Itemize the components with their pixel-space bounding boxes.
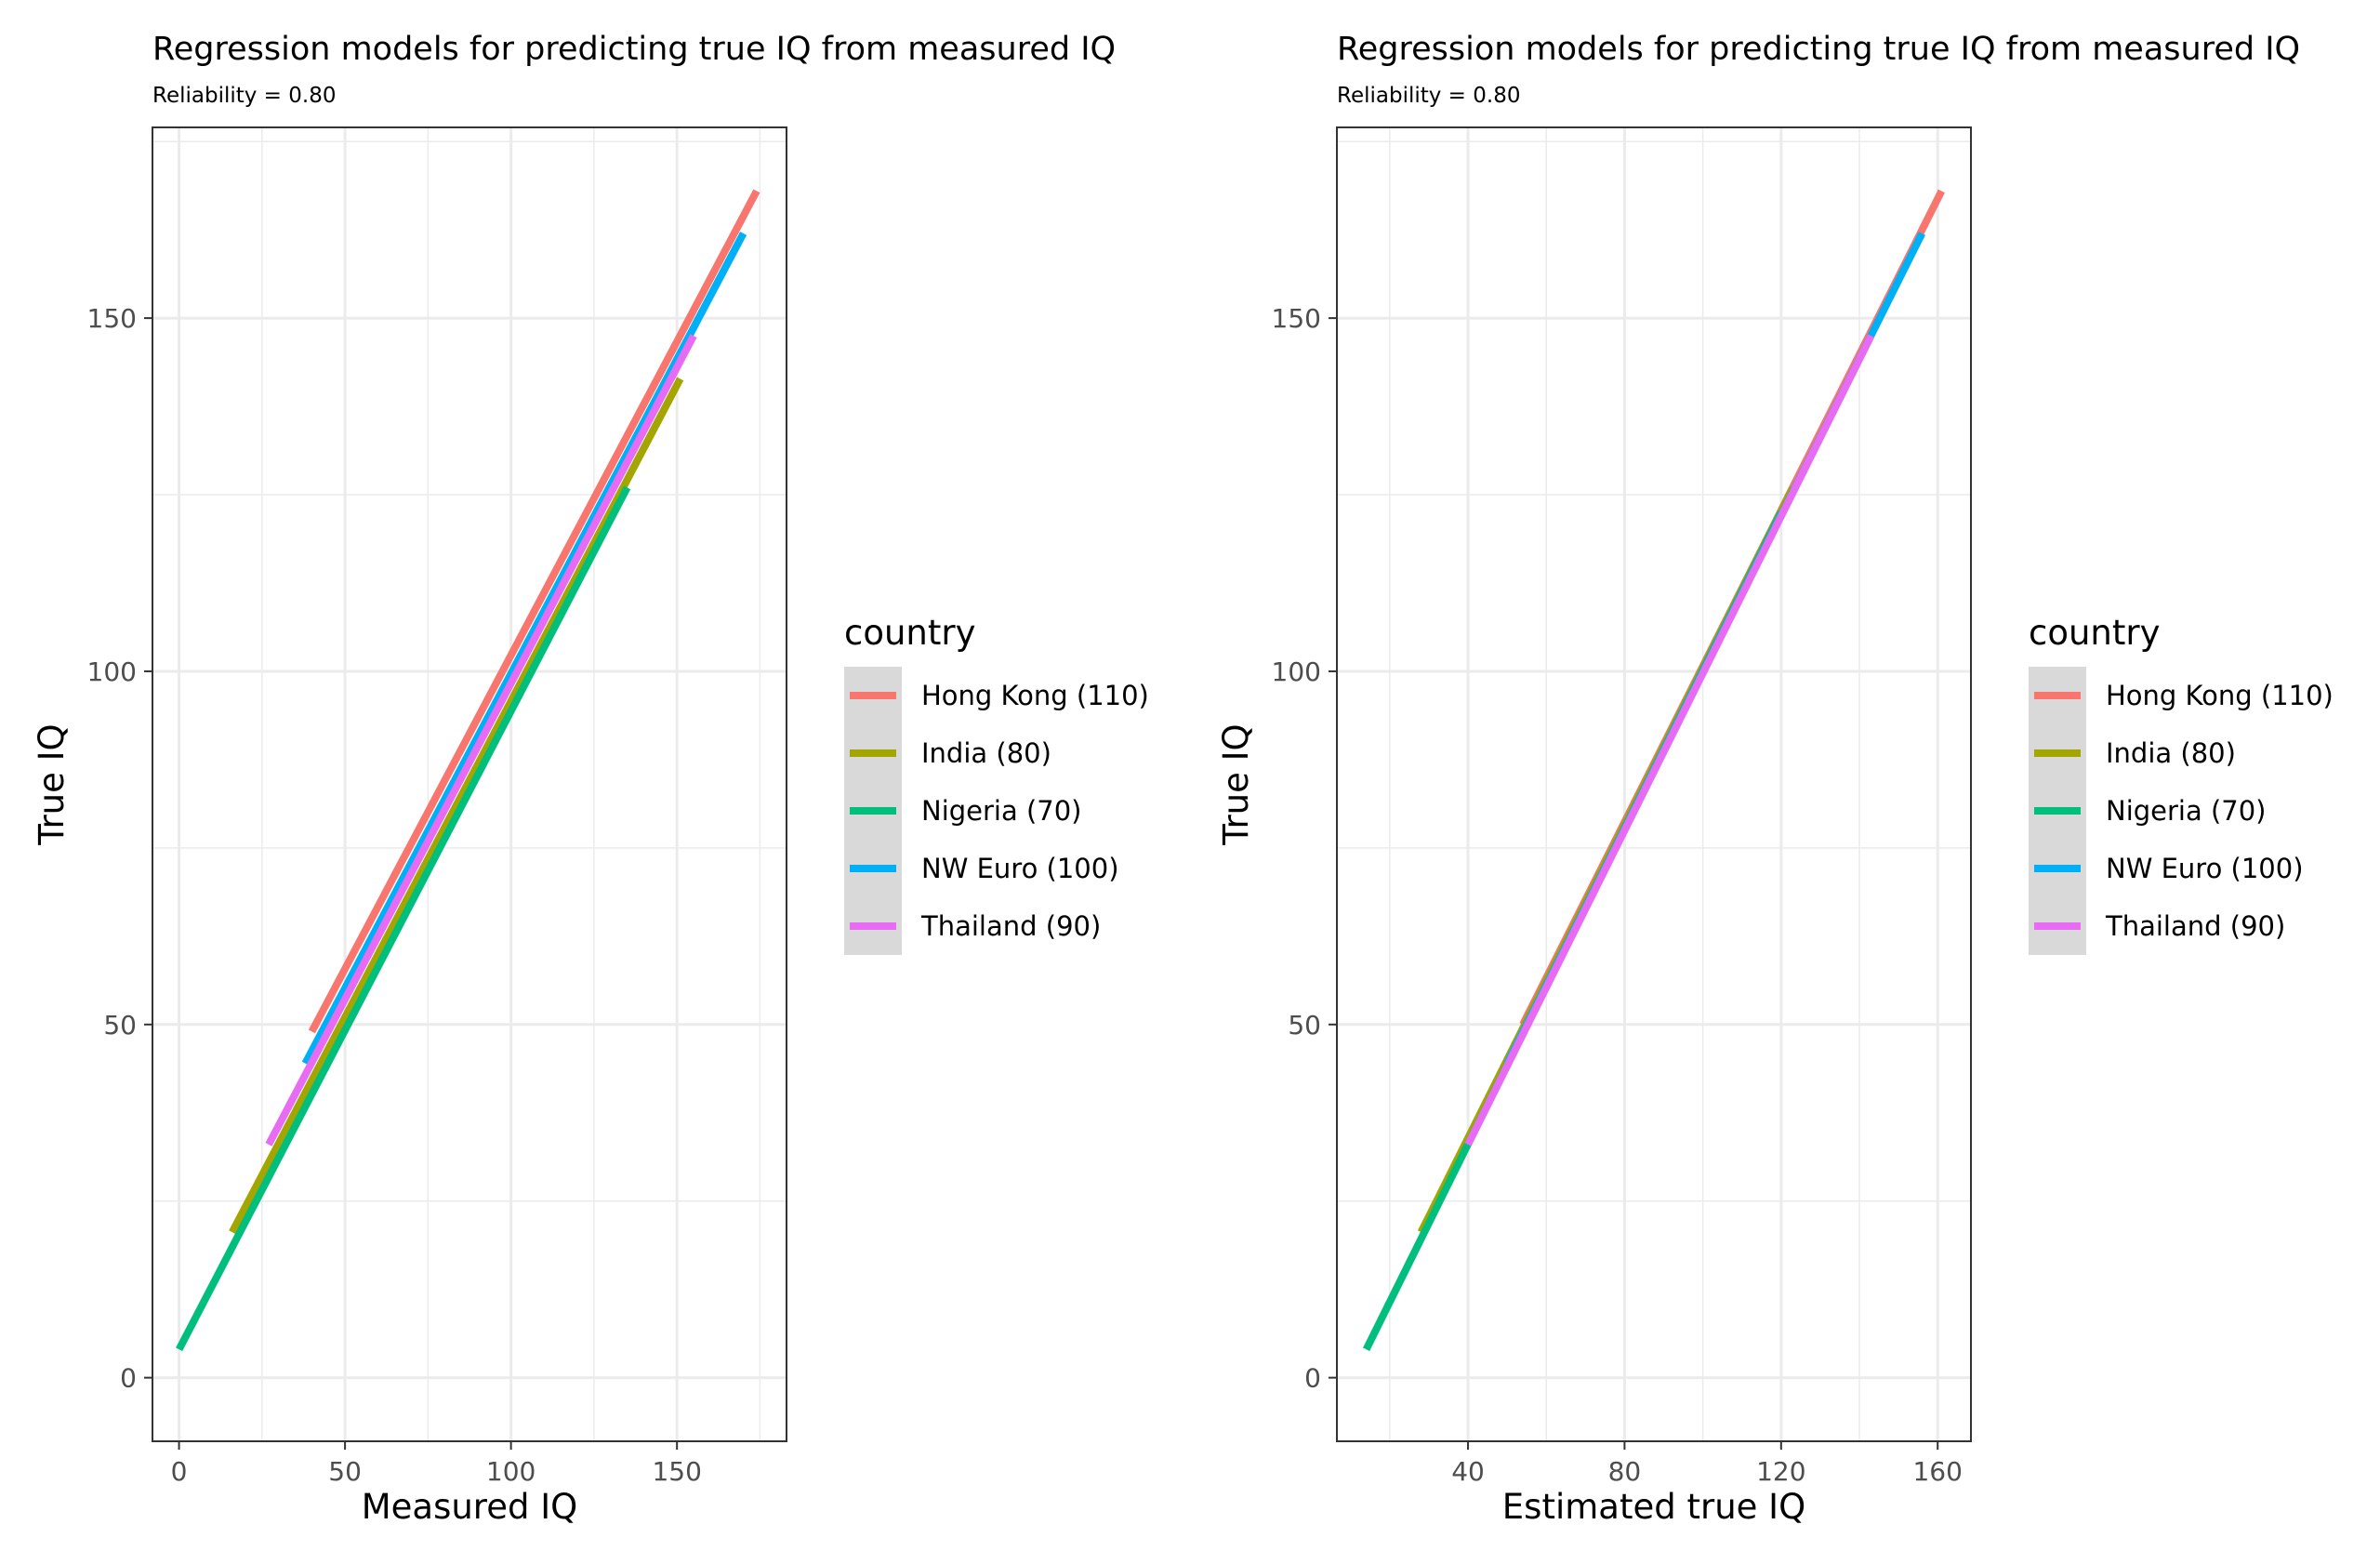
panel-1-y-tick-label: 100 [87,656,137,687]
panel-1-series-line-5 [265,334,697,1147]
panel-2-legend-label: Nigeria (70) [2106,795,2267,827]
panel-2-legend-label: Thailand (90) [2105,910,2285,942]
panel-1-x-tick-label: 0 [171,1456,188,1487]
panel-2-x-axis-title: Estimated true IQ [1502,1487,1805,1527]
panel-1-x-tick-label: 100 [486,1456,536,1487]
panel-1-series-line-1 [308,189,760,1034]
panel-1-legend-label: Nigeria (70) [921,795,1082,827]
panel-2-y-axis-title: True IQ [1216,723,1256,845]
panel-1-y-tick-label: 0 [120,1363,137,1394]
panel-2-series-line-5 [1464,334,1875,1147]
panel-1-x-tick-label: 50 [328,1456,362,1487]
panel-2-x-tick-label: 120 [1756,1456,1805,1487]
panel-2-subtitle: Reliability = 0.80 [1337,84,1520,108]
panel-1-x-tick-label: 150 [652,1456,701,1487]
panel-1-legend-label: Thailand (90) [920,910,1101,942]
panel-2-legend-label: NW Euro (100) [2106,853,2304,884]
panel-2-y-tick-label: 0 [1304,1363,1321,1394]
panel-1-legend: country Hong Kong (110) India (80) Nigeria … [844,613,1149,955]
panel-1-series-line-4 [301,232,747,1066]
panel-2-y-tick-label: 150 [1272,303,1321,334]
panel-2-x-tick-label: 80 [1608,1456,1642,1487]
panel-2-legend-label: Hong Kong (110) [2106,680,2334,711]
panel-1-series-line-2 [229,377,684,1234]
panel-2-x-tick-label: 160 [1912,1456,1962,1487]
panel-1-chart: 0 50 100 150 0 50 100 150 Measured IQ True IQ Regr… [32,31,1149,1527]
panel-1-title: Regression models for predicting true IQ… [152,31,1116,68]
panel-2-legend: country Hong Kong (110) India (80) Nigeria … [2029,613,2334,955]
panel-2-chart: 40 80 120 160 0 50 100 150 Estimated true IQ True… [1216,31,2334,1527]
panel-1-x-axis-title: Measured IQ [362,1487,578,1527]
panel-2-y-tick-label: 50 [1288,1010,1321,1041]
panel-2-title: Regression models for predicting true IQ… [1337,31,2300,68]
panel-1-y-tick-label: 50 [103,1010,137,1041]
panel-1-y-axis-title: True IQ [32,723,72,845]
panel-2-legend-title: country [2029,613,2161,653]
panel-1-series-line-3 [176,485,631,1352]
panel-2-y-tick-label: 100 [1272,656,1321,687]
panel-1-legend-label: India (80) [921,737,1051,769]
panel-2-x-tick-label: 40 [1451,1456,1485,1487]
panel-1-y-tick-label: 150 [87,303,137,334]
panel-1-plot-border [152,126,787,1442]
panel-1-legend-label: Hong Kong (110) [921,680,1149,711]
panel-1-legend-label: NW Euro (100) [921,853,1119,884]
panel-1-subtitle: Reliability = 0.80 [152,84,336,108]
panel-1-legend-title: country [844,613,976,653]
panel-2-plot-border [1336,126,1972,1442]
panel-2-legend-label: India (80) [2106,737,2236,769]
